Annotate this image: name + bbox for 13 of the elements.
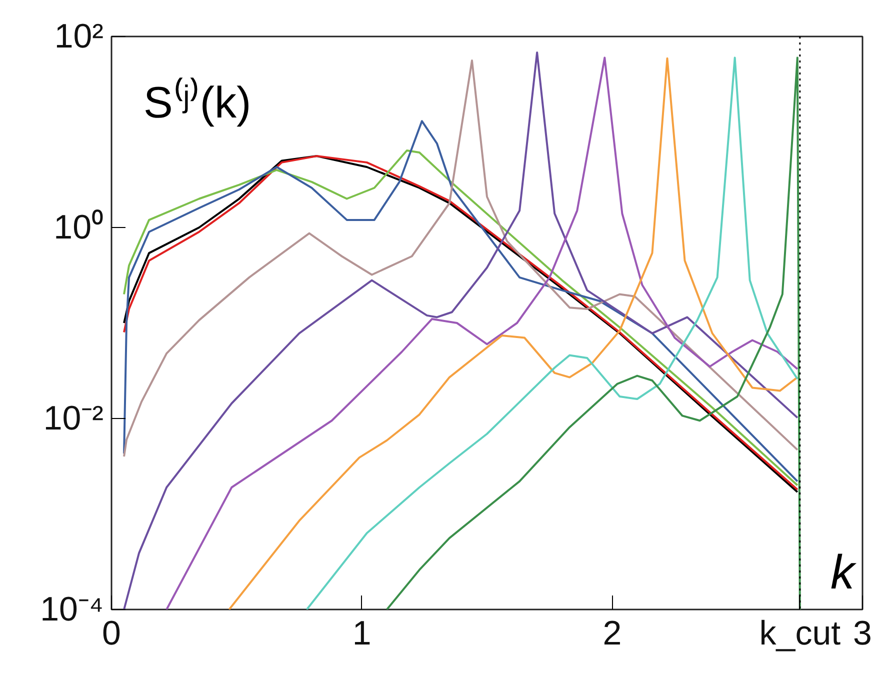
- y-tick-label: 10²: [54, 18, 104, 56]
- x-tick-label: 1: [352, 614, 372, 652]
- line-series: [123, 60, 798, 458]
- x-tick-label: k_cut: [759, 614, 842, 652]
- y-tick-label: 10⁰: [54, 208, 104, 246]
- x-axis-title: k: [830, 546, 858, 600]
- y-tick-label: 10⁻²: [43, 400, 104, 438]
- x-tick-label: 3: [853, 614, 872, 652]
- y-tick-label: 10⁻⁴: [40, 590, 104, 628]
- x-tick-label: 0: [102, 614, 121, 652]
- x-tick-label: 2: [602, 614, 622, 652]
- y-axis-title: S⁽ʲ⁾(k): [144, 78, 252, 128]
- line-series: [386, 56, 801, 610]
